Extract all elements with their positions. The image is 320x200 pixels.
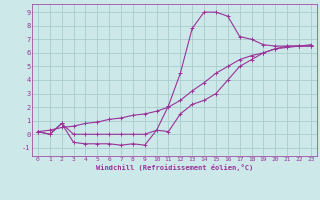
X-axis label: Windchill (Refroidissement éolien,°C): Windchill (Refroidissement éolien,°C) xyxy=(96,164,253,171)
